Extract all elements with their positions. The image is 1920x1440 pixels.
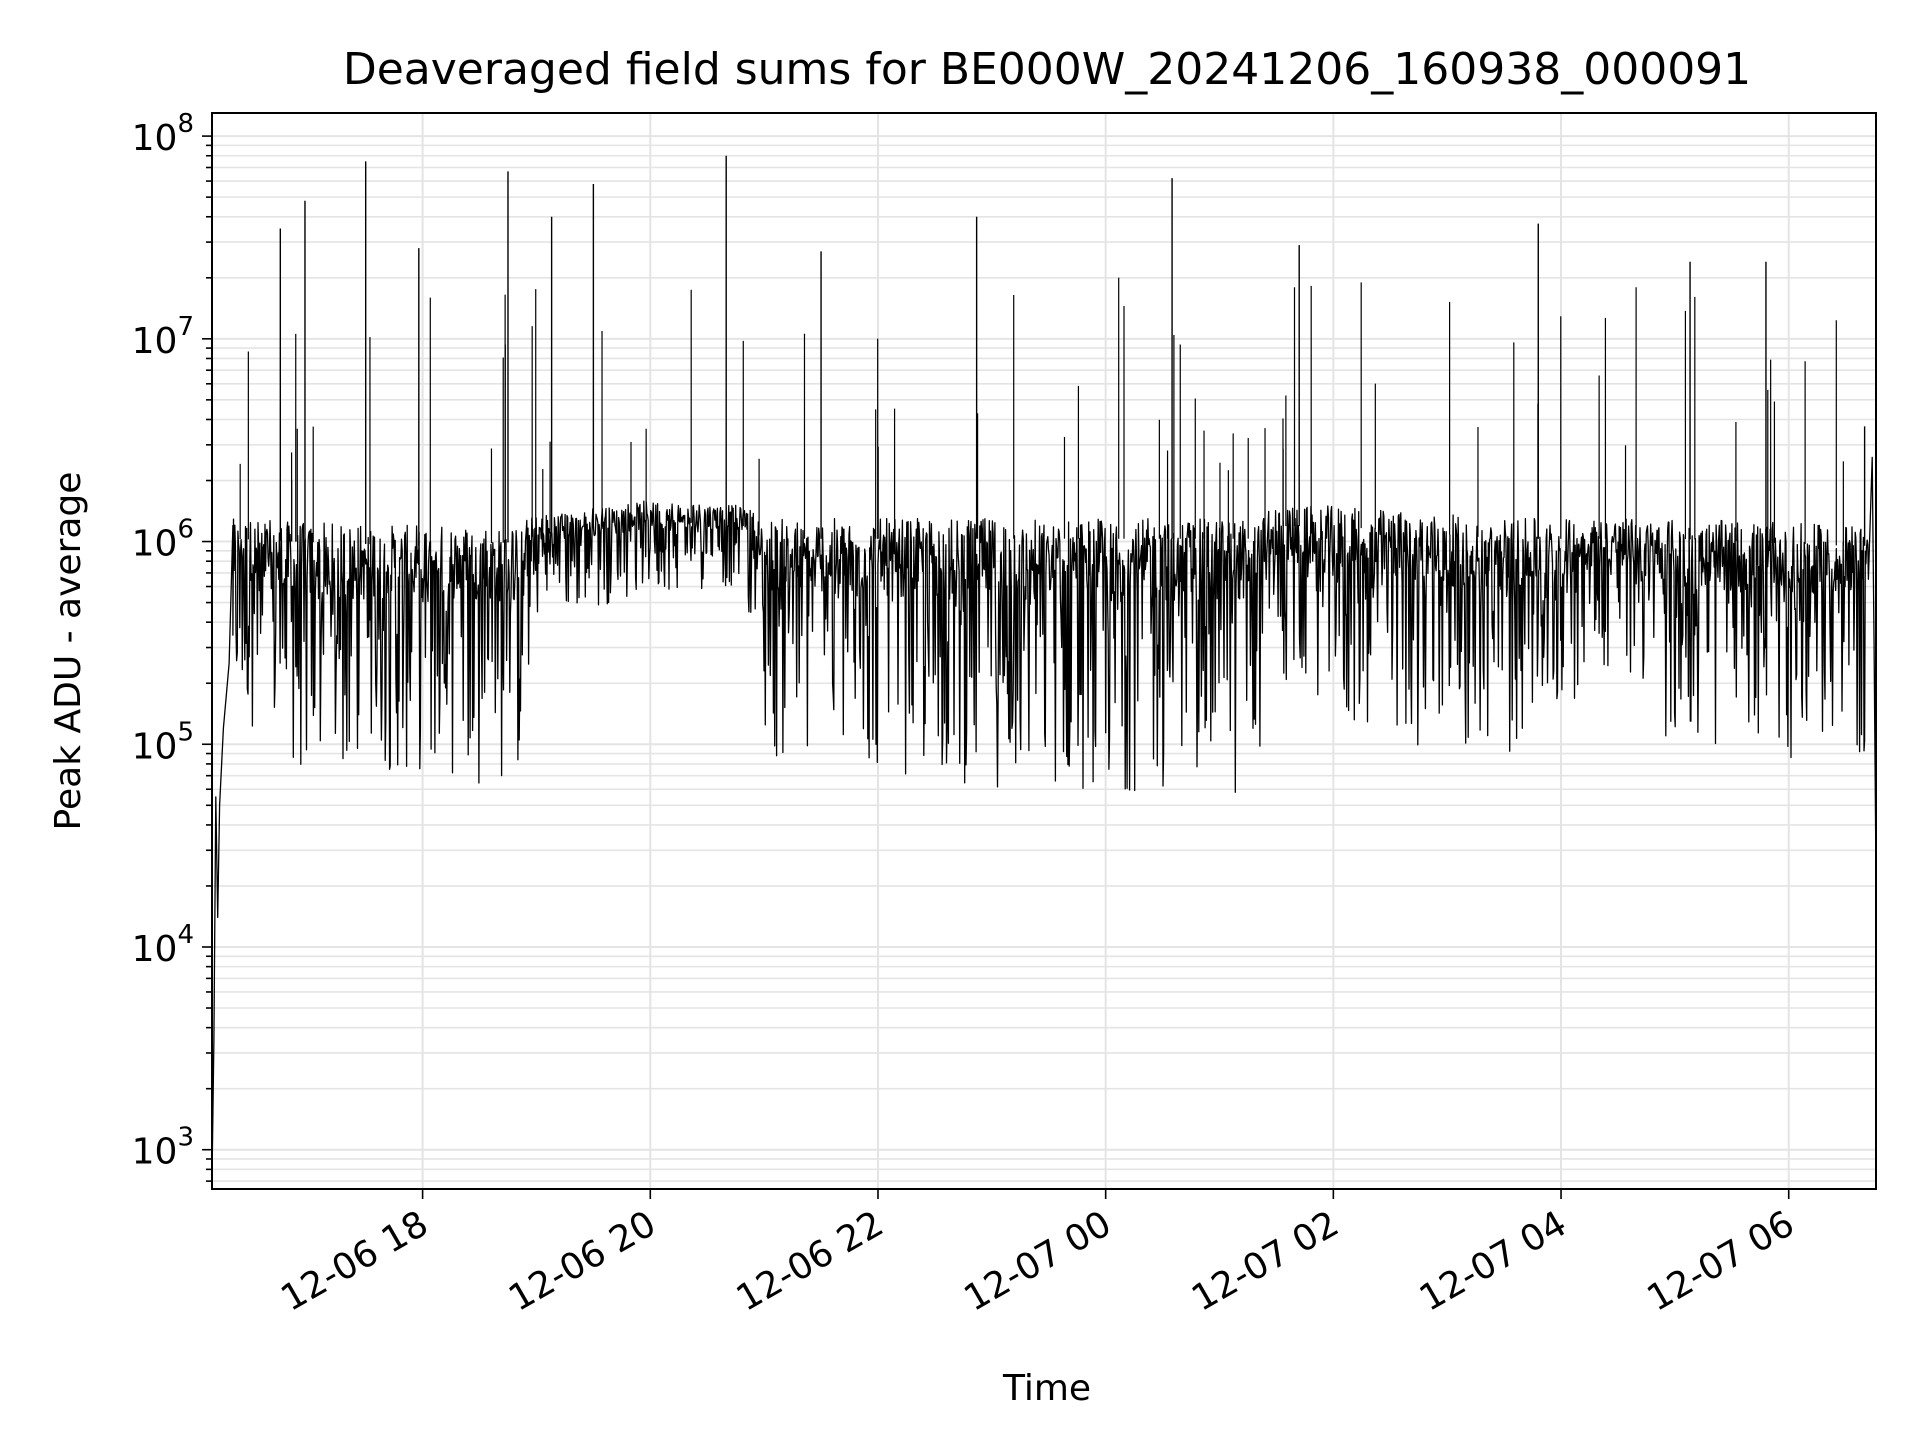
series-line	[212, 456, 1876, 1182]
plot-frame	[211, 112, 1877, 1190]
x-axis-label: Time	[1002, 1368, 1091, 1409]
y-tick-label: 107	[132, 312, 194, 362]
y-tick-label: 105	[132, 717, 194, 767]
y-axis-label: Peak ADU - average	[48, 472, 89, 831]
series-layer	[212, 155, 1876, 1182]
y-tick-label: 106	[132, 515, 194, 565]
y-tick-label: 104	[132, 920, 194, 970]
y-tick-label: 103	[132, 1123, 194, 1173]
series-line-group	[212, 155, 1876, 1182]
y-axis: 103 104 105 106 107 108	[132, 109, 212, 1182]
chart-title: Deaveraged field sums for BE000W_2024120…	[343, 44, 1751, 95]
y-tick-label: 108	[132, 109, 194, 159]
